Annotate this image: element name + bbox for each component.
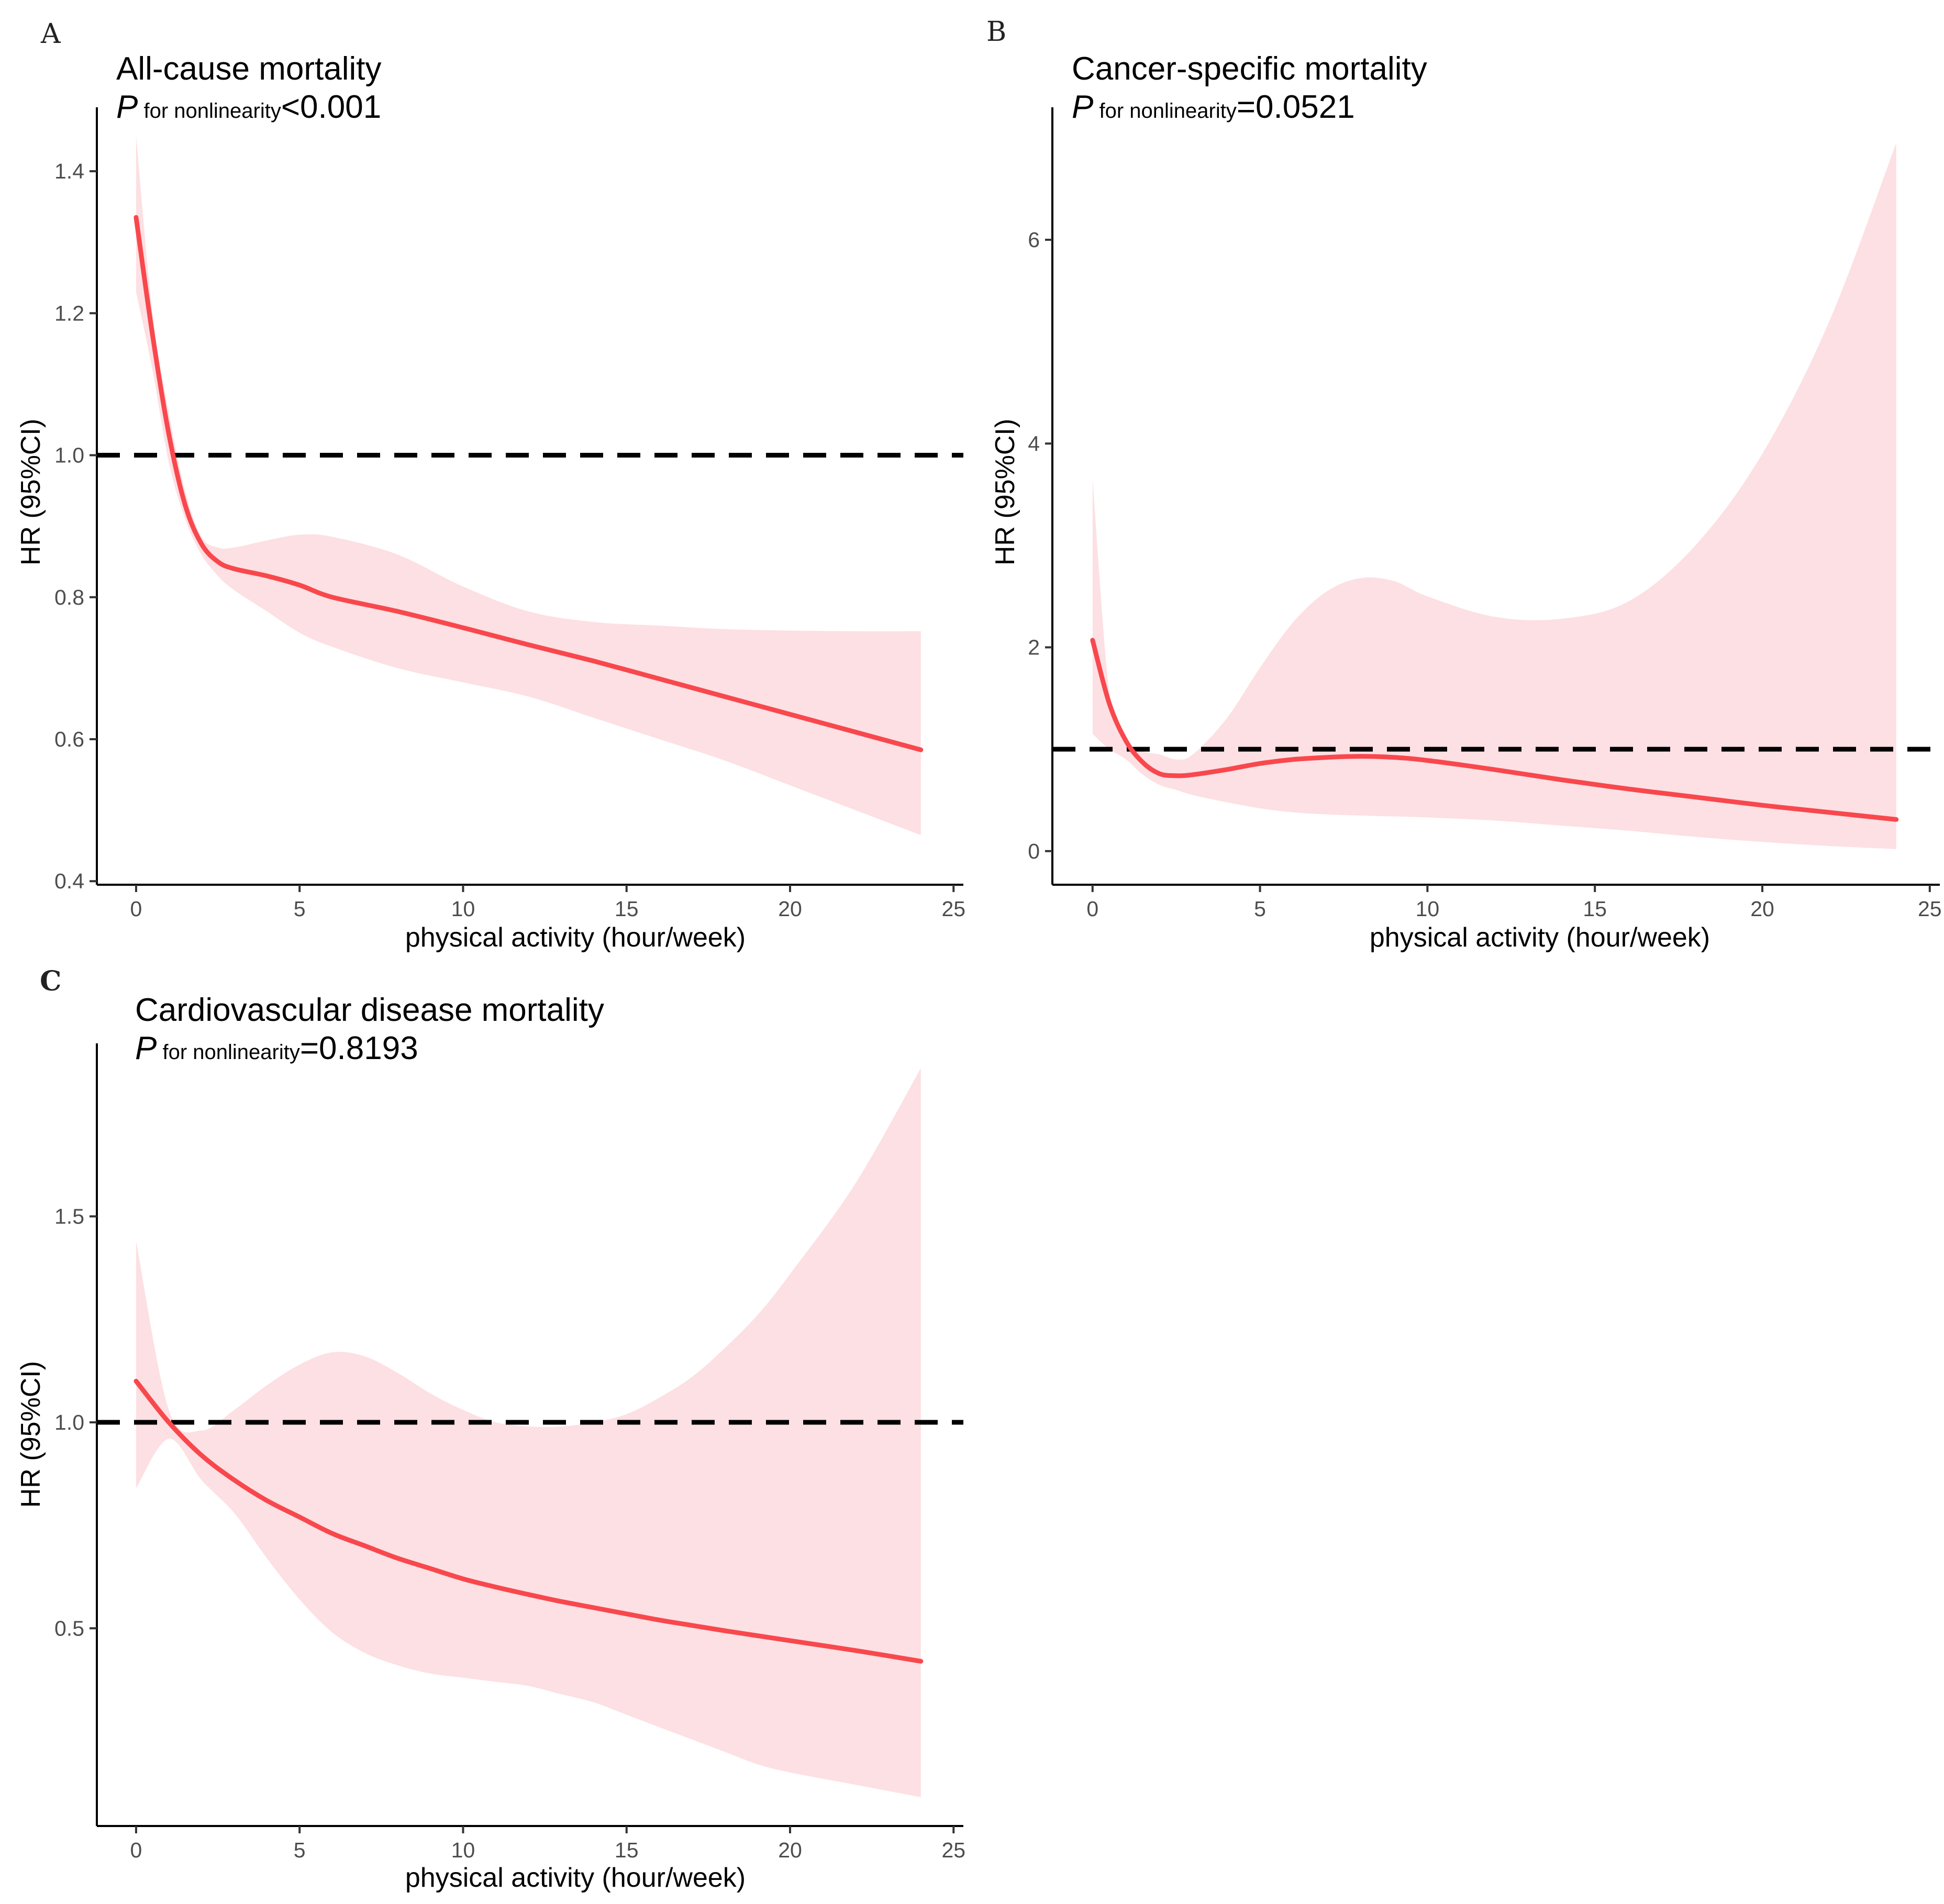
panel-b-y-tick-label: 4 [1028, 431, 1040, 455]
p-subscript: for nonlinearity [157, 1041, 299, 1064]
panel-a-xlabel: physical activity (hour/week) [405, 922, 746, 953]
panel-a: 0 5 10 15 20 25 0.4 0.6 0.8 1.0 1.2 1.4 A All-cause… [16, 18, 965, 953]
panel-a-y-tick-label: 1.0 [54, 443, 84, 467]
panel-a-y-tick-label: 0.4 [54, 869, 84, 893]
panel-a-hr-curve [134, 215, 924, 752]
panel-a-plot-area: 0 5 10 15 20 25 0.4 0.6 0.8 1.0 1.2 1.4 [54, 107, 965, 921]
panel-c-x-tick-label: 0 [130, 1838, 142, 1862]
panel-b-x-tick-label: 5 [1254, 897, 1266, 921]
panel-c-x-tick-label: 5 [294, 1838, 306, 1862]
p-symbol: P [1072, 89, 1093, 125]
panel-b-x-tick-label: 15 [1583, 897, 1607, 921]
panel-c-x-tick-label: 25 [941, 1838, 965, 1862]
panel-a-y-tick-label: 1.2 [54, 301, 84, 325]
panel-c-y-tick-label: 1.5 [54, 1204, 84, 1228]
panel-c-x-tick-label: 10 [451, 1838, 475, 1862]
panel-c-y-tick-label: 1.0 [54, 1410, 84, 1434]
panel-b-x-tick-label: 10 [1416, 897, 1440, 921]
panel-b-y-tick-label: 0 [1028, 839, 1040, 863]
panel-a-ylabel: HR (95%CI) [16, 419, 46, 565]
panel-b-y-tick-label: 2 [1028, 636, 1040, 660]
panel-a-x-tick-label: 10 [451, 897, 475, 921]
panel-b-ci-band [1092, 143, 1896, 849]
panel-a-ci-band [136, 136, 921, 836]
p-value: =0.8193 [300, 1030, 418, 1066]
panel-a-x-tick-label: 5 [294, 897, 306, 921]
p-subscript: for nonlinearity [1093, 99, 1236, 123]
panel-c-x-tick-label: 20 [778, 1838, 802, 1862]
p-symbol: P [135, 1030, 157, 1066]
panel-b-p-label: P for nonlinearity=0.0521 [1072, 89, 1355, 125]
panel-a-x-tick-label: 25 [941, 897, 965, 921]
p-symbol: P [116, 89, 138, 125]
panel-letter-c: C [40, 965, 61, 997]
panel-b-hr-curve [1090, 638, 1899, 822]
panel-c-ci-band [136, 1068, 921, 1797]
panel-c-ylabel: HR (95%CI) [16, 1361, 46, 1508]
panel-a-p-label: P for nonlinearity<0.001 [116, 89, 381, 125]
panel-b-x-tick-label: 25 [1918, 897, 1942, 921]
panel-c-xlabel: physical activity (hour/week) [405, 1863, 746, 1893]
p-value: <0.001 [281, 89, 381, 125]
panel-a-x-tick-label: 0 [130, 897, 142, 921]
panel-b-plot-area: 0 5 10 15 20 25 0 2 4 6 [1028, 107, 1942, 921]
p-subscript: for nonlinearity [138, 99, 281, 123]
panel-b-ylabel: HR (95%CI) [990, 419, 1020, 565]
panel-b-x-tick-label: 0 [1086, 897, 1098, 921]
panel-c-title: Cardiovascular disease mortality [135, 992, 604, 1028]
p-value: =0.0521 [1237, 89, 1355, 125]
panel-a-y-tick-label: 1.4 [54, 159, 84, 183]
panel-c-p-label: P for nonlinearity=0.8193 [135, 1030, 418, 1066]
panel-letter-a: A [40, 18, 61, 50]
panel-c-x-tick-label: 15 [615, 1838, 639, 1862]
panel-a-x-tick-label: 20 [778, 897, 802, 921]
panel-a-y-tick-label: 0.8 [54, 585, 84, 609]
panel-c-y-tick-label: 0.5 [54, 1616, 84, 1640]
panel-b: 0 5 10 15 20 25 0 2 4 6 B Cancer-specific mortali… [986, 16, 1942, 953]
panel-a-x-tick-label: 15 [615, 897, 639, 921]
panel-b-x-tick-label: 20 [1750, 897, 1774, 921]
panel-b-title: Cancer-specific mortality [1072, 51, 1427, 87]
panel-c-hr-curve [134, 1378, 924, 1664]
panel-c-plot-area: 0 5 10 15 20 25 0.5 1.0 1.5 [54, 1043, 965, 1862]
panel-a-y-tick-label: 0.6 [54, 727, 84, 751]
panel-c: 0 5 10 15 20 25 0.5 1.0 1.5 C Cardiovascular dis… [16, 965, 965, 1893]
panel-letter-b: B [986, 16, 1006, 48]
panel-b-y-tick-label: 6 [1028, 228, 1040, 252]
panel-a-title: All-cause mortality [116, 51, 381, 87]
panel-b-xlabel: physical activity (hour/week) [1370, 922, 1710, 953]
